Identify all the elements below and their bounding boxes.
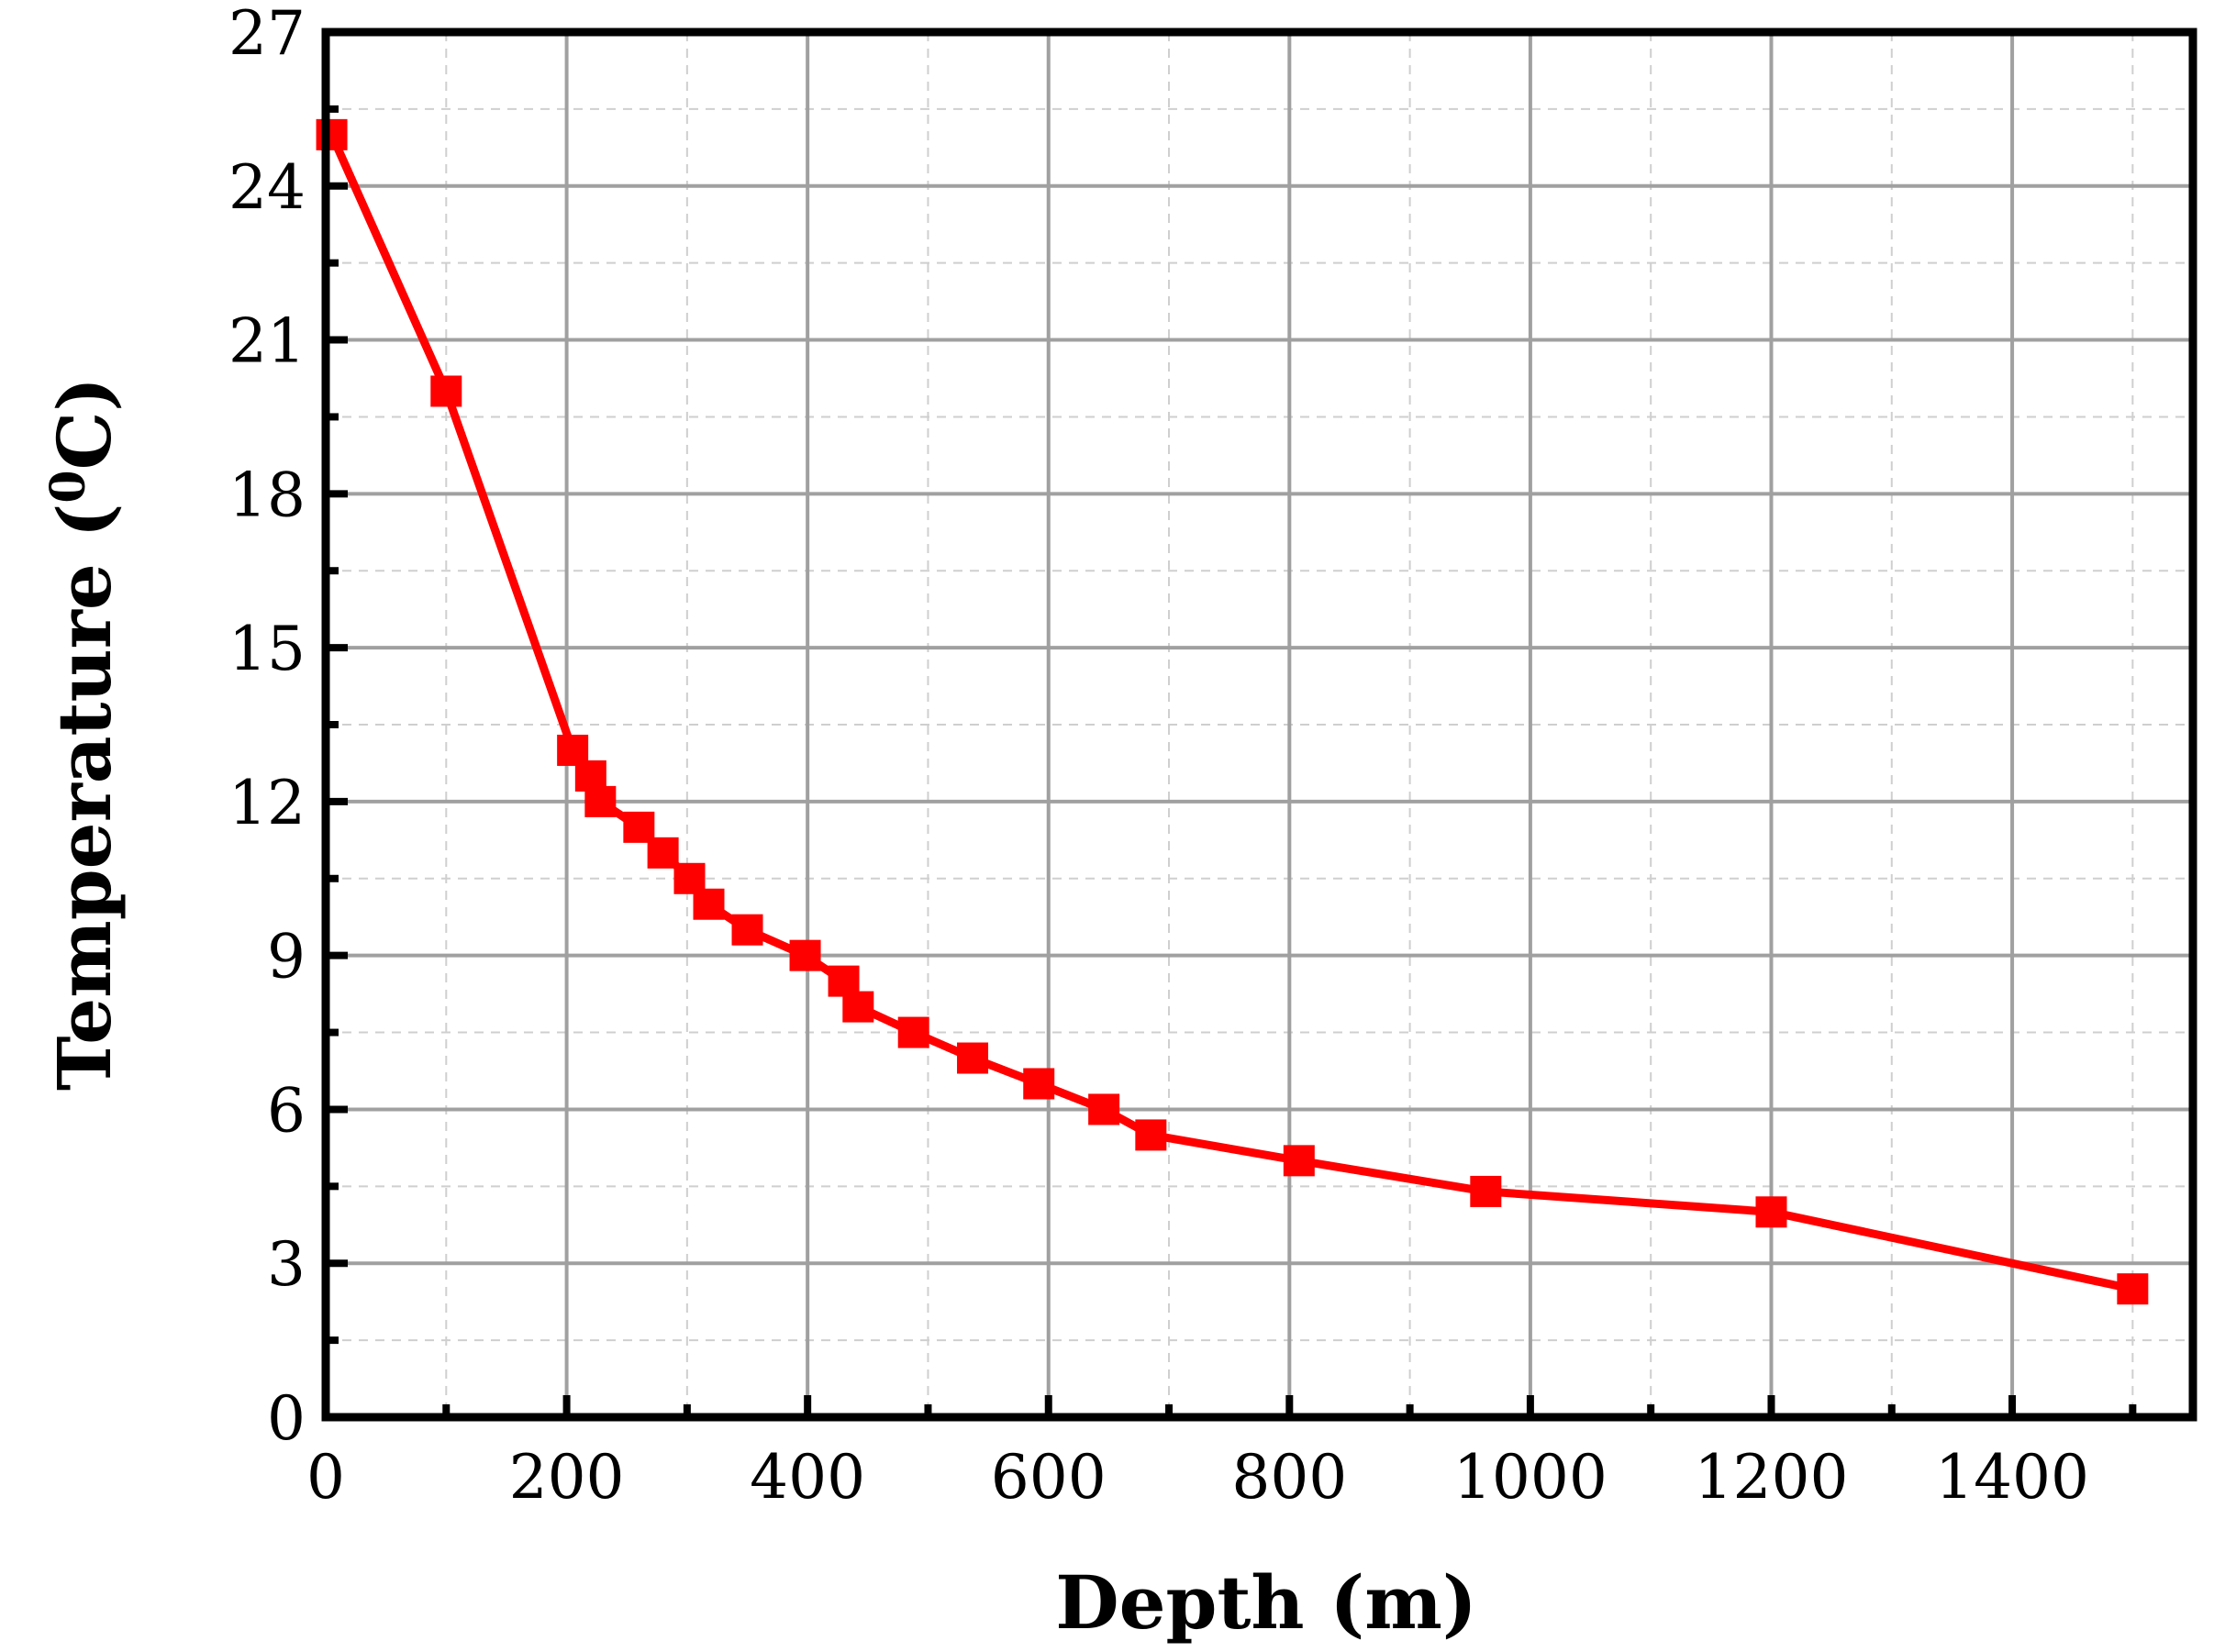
data-point [1088,1093,1120,1125]
y-tick-label: 27 [228,0,306,69]
x-tick-label: 1000 [1453,1442,1608,1513]
y-tick-label: 0 [267,1383,306,1454]
data-point [584,785,617,817]
tick-labels: 0 200 400 600 800 1000 1200 1400 0 3 6 9 12 15 18 21 24 2… [228,0,2089,1513]
x-tick-label: 1200 [1694,1442,1848,1513]
x-axis-title: Depth (m) [1055,1559,1477,1646]
data-point [316,118,348,150]
y-tick-label: 6 [267,1075,306,1146]
data-point [1023,1068,1055,1100]
axis-ticks [322,28,2137,1421]
data-point [2117,1273,2149,1305]
y-tick-label: 9 [267,922,306,992]
data-point [693,888,725,920]
data-point [1283,1145,1315,1177]
y-axis-title-sup: 0 [40,470,96,503]
y-tick-label: 3 [267,1229,306,1300]
y-tick-label: 21 [228,306,306,377]
x-tick-label: 400 [750,1442,865,1513]
series-layer [316,118,2149,1305]
y-tick-label: 24 [228,152,306,223]
y-axis-title-main: Temperature ( [41,504,128,1092]
data-point [1135,1119,1167,1151]
data-point [842,991,874,1023]
y-tick-label: 15 [228,614,306,684]
data-point [957,1042,989,1074]
data-point [731,914,763,946]
data-point [1470,1175,1502,1207]
series-line [328,133,2134,1293]
data-point [647,837,679,869]
grid [326,32,2193,1417]
x-tick-label: 200 [509,1442,625,1513]
y-axis-title-end: C) [41,377,128,471]
y-axis-title: Temperature (0C) [40,377,128,1091]
data-point [430,375,462,407]
y-tick-label: 18 [228,460,306,530]
data-point [897,1016,929,1048]
x-tick-label: 0 [306,1442,345,1513]
data-point [789,939,821,971]
x-tick-label: 800 [1231,1442,1347,1513]
data-point [1755,1196,1787,1228]
x-tick-label: 600 [991,1442,1107,1513]
x-tick-label: 1400 [1935,1442,2089,1513]
y-tick-label: 12 [228,768,306,838]
